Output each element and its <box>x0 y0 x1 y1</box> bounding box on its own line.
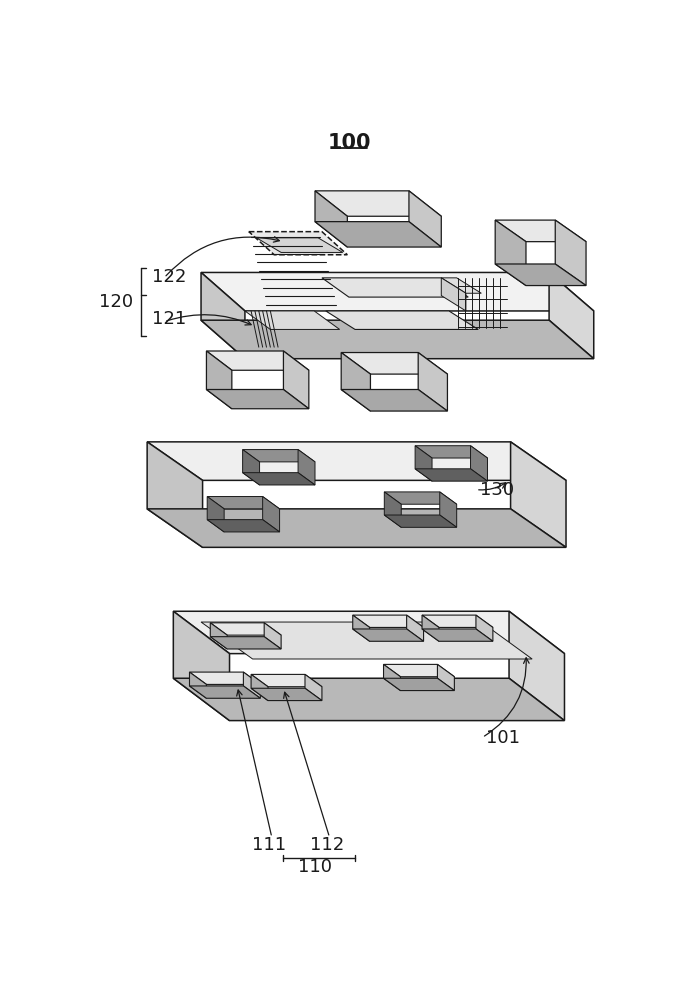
Polygon shape <box>440 492 457 527</box>
Polygon shape <box>495 264 586 286</box>
Polygon shape <box>207 520 279 532</box>
Text: 100: 100 <box>328 133 372 153</box>
Polygon shape <box>415 446 432 481</box>
Polygon shape <box>210 623 281 635</box>
Polygon shape <box>147 442 566 480</box>
Polygon shape <box>406 615 423 641</box>
Polygon shape <box>415 469 488 481</box>
Polygon shape <box>210 623 227 649</box>
Text: 111: 111 <box>252 836 286 854</box>
Polygon shape <box>210 637 281 649</box>
Text: 130: 130 <box>479 481 514 499</box>
Polygon shape <box>245 311 339 329</box>
Polygon shape <box>207 497 279 509</box>
Polygon shape <box>263 497 279 532</box>
Polygon shape <box>201 622 532 659</box>
Polygon shape <box>384 664 400 691</box>
Polygon shape <box>243 672 260 698</box>
Polygon shape <box>385 492 457 504</box>
Text: 120: 120 <box>99 293 133 311</box>
Polygon shape <box>352 615 423 627</box>
Polygon shape <box>173 611 564 654</box>
Polygon shape <box>555 220 586 286</box>
Polygon shape <box>173 678 564 721</box>
Polygon shape <box>385 492 401 527</box>
Polygon shape <box>242 473 315 485</box>
Polygon shape <box>242 450 315 462</box>
Polygon shape <box>264 623 281 649</box>
Polygon shape <box>206 351 309 370</box>
Text: 112: 112 <box>310 836 344 854</box>
Polygon shape <box>422 615 493 627</box>
Polygon shape <box>352 615 370 641</box>
Polygon shape <box>315 222 441 247</box>
Polygon shape <box>471 446 488 481</box>
Polygon shape <box>422 615 439 641</box>
Polygon shape <box>189 672 260 684</box>
Text: 122: 122 <box>152 268 186 286</box>
Polygon shape <box>315 191 441 216</box>
Polygon shape <box>422 629 493 641</box>
Polygon shape <box>342 389 447 411</box>
Polygon shape <box>201 320 594 359</box>
Polygon shape <box>441 278 482 293</box>
Polygon shape <box>385 515 457 527</box>
Polygon shape <box>441 278 466 311</box>
Polygon shape <box>189 686 260 698</box>
Polygon shape <box>257 238 343 252</box>
Text: 121: 121 <box>152 310 186 328</box>
Polygon shape <box>418 353 447 411</box>
Polygon shape <box>206 351 232 409</box>
Polygon shape <box>305 674 322 701</box>
Polygon shape <box>352 629 423 641</box>
Text: 101: 101 <box>486 729 520 747</box>
Polygon shape <box>206 389 309 409</box>
Polygon shape <box>251 674 322 687</box>
Polygon shape <box>207 497 224 532</box>
Polygon shape <box>147 509 566 547</box>
Polygon shape <box>384 678 454 691</box>
Polygon shape <box>251 688 322 701</box>
Polygon shape <box>201 272 594 311</box>
Polygon shape <box>249 232 348 255</box>
Polygon shape <box>495 220 586 242</box>
Polygon shape <box>173 611 229 721</box>
Polygon shape <box>147 442 203 547</box>
Polygon shape <box>342 353 370 411</box>
Polygon shape <box>495 220 526 286</box>
Polygon shape <box>409 191 441 247</box>
Polygon shape <box>549 272 594 359</box>
Polygon shape <box>283 351 309 409</box>
Polygon shape <box>326 311 478 329</box>
Polygon shape <box>298 450 315 485</box>
Polygon shape <box>251 674 268 701</box>
Polygon shape <box>509 611 564 721</box>
Polygon shape <box>201 272 245 359</box>
Polygon shape <box>189 672 206 698</box>
Polygon shape <box>384 664 454 677</box>
Polygon shape <box>322 278 469 297</box>
Polygon shape <box>511 442 566 547</box>
Polygon shape <box>315 191 348 247</box>
Polygon shape <box>437 664 454 691</box>
Polygon shape <box>415 446 488 458</box>
Polygon shape <box>242 450 260 485</box>
Polygon shape <box>342 353 447 374</box>
Text: 110: 110 <box>298 858 332 876</box>
Polygon shape <box>476 615 493 641</box>
